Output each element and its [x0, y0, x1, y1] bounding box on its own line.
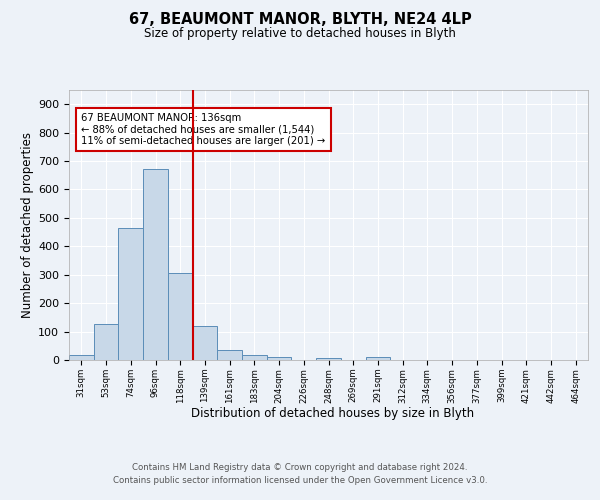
Bar — [316, 358, 341, 360]
Text: 67, BEAUMONT MANOR, BLYTH, NE24 4LP: 67, BEAUMONT MANOR, BLYTH, NE24 4LP — [128, 12, 472, 28]
Text: Contains public sector information licensed under the Open Government Licence v3: Contains public sector information licen… — [113, 476, 487, 485]
Bar — [193, 326, 217, 360]
Bar — [69, 355, 94, 360]
Bar — [365, 357, 390, 360]
Bar — [94, 324, 118, 360]
Bar — [267, 357, 292, 360]
Bar — [217, 350, 242, 360]
Text: 67 BEAUMONT MANOR: 136sqm
← 88% of detached houses are smaller (1,544)
11% of se: 67 BEAUMONT MANOR: 136sqm ← 88% of detac… — [82, 112, 326, 146]
Bar — [168, 274, 193, 360]
Text: Size of property relative to detached houses in Blyth: Size of property relative to detached ho… — [144, 28, 456, 40]
Y-axis label: Number of detached properties: Number of detached properties — [21, 132, 34, 318]
Bar — [242, 355, 267, 360]
Text: Contains HM Land Registry data © Crown copyright and database right 2024.: Contains HM Land Registry data © Crown c… — [132, 462, 468, 471]
Bar — [143, 169, 168, 360]
Text: Distribution of detached houses by size in Blyth: Distribution of detached houses by size … — [191, 408, 475, 420]
Bar — [118, 228, 143, 360]
